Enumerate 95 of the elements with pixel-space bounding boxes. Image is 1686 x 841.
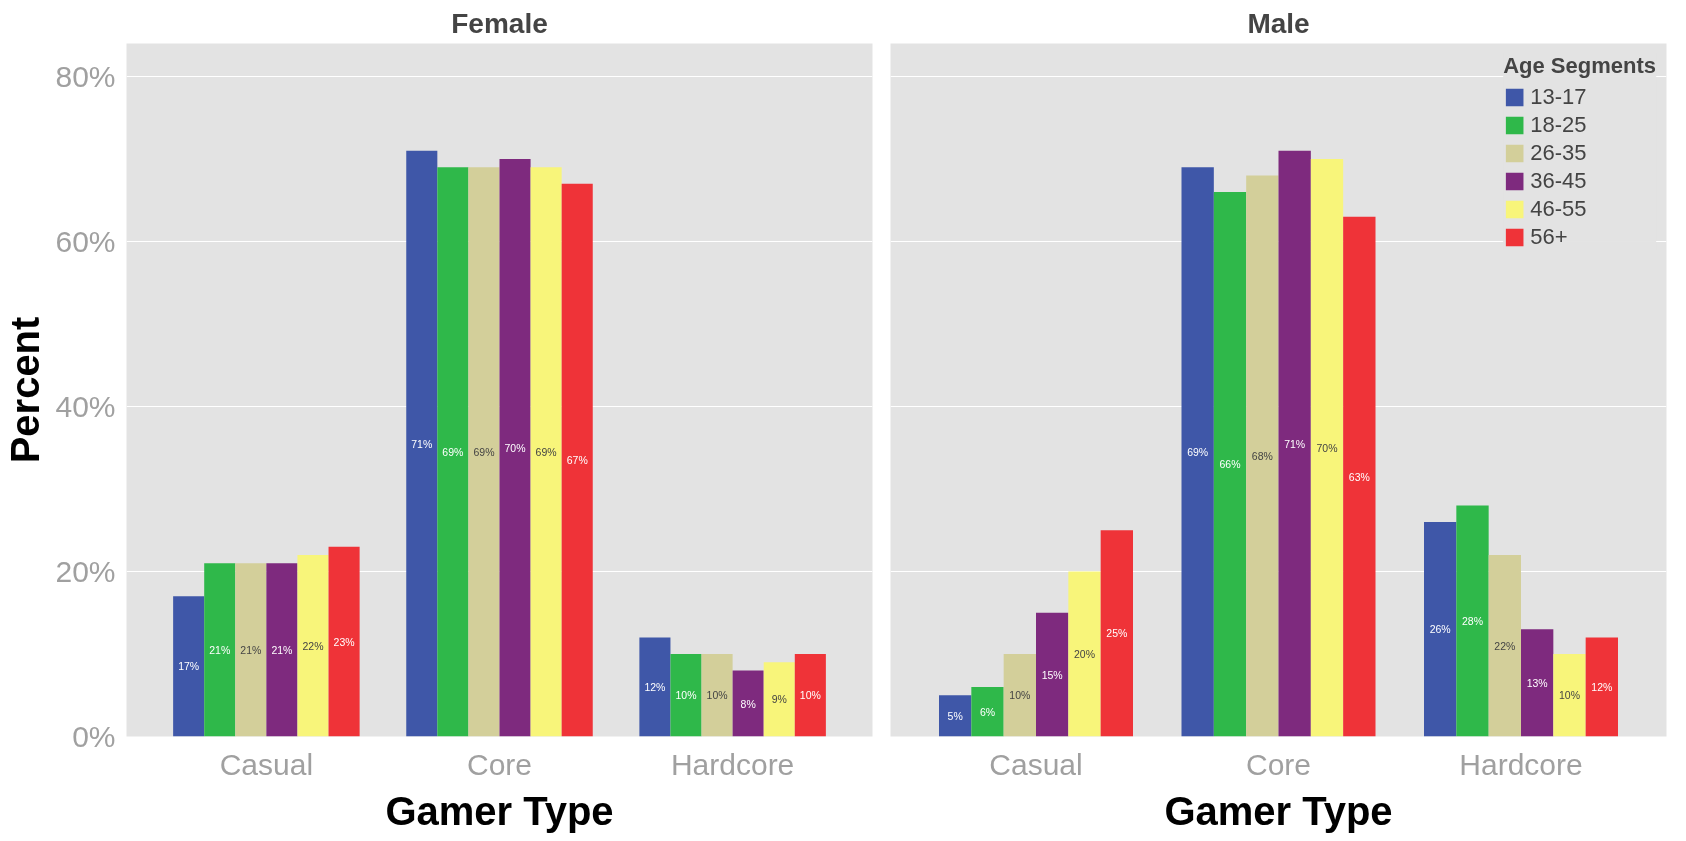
data-label: 69%: [535, 445, 557, 458]
data-label: 10%: [675, 689, 697, 702]
data-label: 12%: [1591, 681, 1613, 693]
bar: [1278, 150, 1311, 737]
data-label: 22%: [302, 639, 324, 652]
legend-label: 56+: [1530, 224, 1568, 250]
x-tick-label: Hardcore: [670, 747, 795, 781]
bar: [939, 695, 972, 737]
bar: [1181, 167, 1214, 737]
legend-label: 36-45: [1530, 168, 1587, 194]
chart-title: Female: [451, 7, 548, 39]
data-label: 20%: [1073, 648, 1096, 660]
x-tick-label: Core: [466, 747, 533, 781]
bar: [1036, 612, 1069, 737]
legend-label: 26-35: [1530, 140, 1587, 166]
bar: [1456, 505, 1489, 737]
data-label: 8%: [740, 697, 756, 710]
bar: [561, 183, 593, 737]
bar: [499, 159, 531, 737]
bar: [1003, 654, 1036, 737]
x-axis-title: Gamer Type: [385, 788, 614, 833]
bar: [1553, 654, 1586, 737]
bar: [437, 167, 469, 737]
bar: [701, 654, 733, 737]
bar: [1488, 555, 1521, 737]
x-tick-label: Core: [1245, 747, 1312, 781]
data-label: 28%: [1461, 615, 1484, 627]
bar: [763, 662, 795, 737]
bar: [1213, 192, 1247, 737]
bar: [1310, 159, 1344, 737]
data-label: 25%: [1106, 627, 1128, 640]
bar: [794, 654, 826, 737]
bar: [1424, 522, 1457, 737]
data-label: 67%: [566, 454, 588, 467]
data-label: 12%: [644, 681, 666, 693]
legend-label: 13-17: [1530, 84, 1587, 110]
data-label: 26%: [1429, 623, 1451, 636]
x-tick-label: Hardcore: [1459, 747, 1583, 781]
data-label: 10%: [706, 689, 728, 702]
bar: [670, 654, 702, 737]
bar: [406, 150, 438, 737]
bar: [204, 563, 236, 737]
bar: [732, 670, 764, 737]
data-label: 71%: [411, 437, 433, 450]
data-label: 13%: [1526, 676, 1548, 689]
bar: [468, 167, 500, 737]
data-label: 21%: [271, 643, 293, 656]
data-label: 21%: [209, 643, 231, 656]
data-label: 5%: [947, 709, 963, 722]
bar: [1100, 530, 1133, 737]
data-label: 6%: [979, 705, 996, 718]
data-label: 71%: [1284, 437, 1306, 450]
bar: [266, 563, 298, 737]
bar: [235, 563, 267, 737]
data-label: 70%: [504, 441, 526, 454]
bar: [639, 637, 671, 737]
data-label: 70%: [1316, 441, 1338, 454]
y-tick-label: 0%: [72, 720, 116, 753]
bar: [328, 546, 360, 737]
data-label: 68%: [1251, 450, 1273, 462]
bar: [971, 687, 1004, 737]
bar: [1343, 216, 1376, 737]
data-label: 22%: [1494, 639, 1516, 652]
data-label: 63%: [1348, 470, 1370, 483]
y-tick-label: 20%: [55, 555, 116, 588]
data-label: 69%: [1187, 445, 1209, 458]
data-label: 15%: [1041, 668, 1063, 681]
data-label: 69%: [473, 445, 495, 458]
data-label: 17%: [178, 660, 200, 673]
data-label: 23%: [333, 635, 355, 648]
x-axis-title: Gamer Type: [1164, 788, 1393, 833]
data-label: 10%: [799, 689, 821, 702]
legend-label: 18-25: [1530, 112, 1587, 138]
bar: [1585, 637, 1618, 737]
bar: [297, 555, 329, 737]
chart-title: Male: [1247, 7, 1310, 39]
data-label: 10%: [1009, 689, 1031, 702]
bar: [1068, 571, 1101, 737]
data-label: 9%: [771, 693, 787, 706]
x-tick-label: Casual: [219, 747, 314, 781]
y-tick-label: 80%: [55, 60, 116, 93]
y-tick-label: 40%: [55, 390, 116, 423]
legend-label: 46-55: [1530, 196, 1587, 222]
data-label: 66%: [1219, 458, 1241, 471]
data-label: 10%: [1558, 689, 1581, 702]
y-tick-label: 60%: [55, 225, 116, 258]
bar: [173, 596, 205, 737]
y-axis-title: Percent: [3, 316, 48, 464]
bar: [1246, 175, 1279, 737]
data-label: 69%: [442, 445, 464, 458]
x-tick-label: Casual: [989, 747, 1083, 781]
bar: [1521, 629, 1554, 737]
bar: [530, 167, 562, 737]
legend-title: Age Segments: [1503, 53, 1656, 79]
data-label: 21%: [240, 643, 262, 656]
